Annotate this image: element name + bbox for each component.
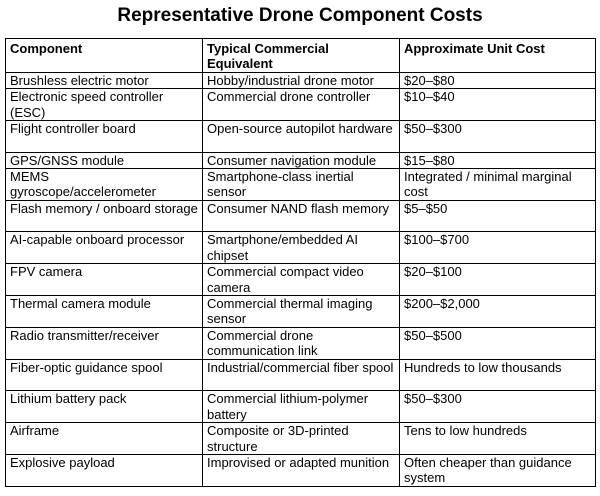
component-cell: Brushless electric motor [5, 71, 203, 90]
table-row: Radio transmitter/receiver Commercial dr… [5, 326, 596, 360]
table-row: Thermal camera module Commercial thermal… [5, 295, 596, 328]
equivalent-cell: Consumer navigation module [202, 151, 400, 170]
equivalent-cell: Improvised or adapted munition [202, 453, 400, 487]
equivalent-cell: Commercial drone controller [202, 88, 400, 122]
column-header-component: Component [5, 38, 203, 73]
component-cell: Flash memory / onboard storage [5, 199, 203, 233]
cost-cell: Integrated / minimal marginal cost [399, 168, 596, 201]
cost-cell: $20–$80 [399, 71, 596, 90]
component-cell: Explosive payload [5, 453, 203, 487]
table-row: Fiber-optic guidance spool Industrial/co… [5, 358, 596, 392]
table-row: FPV camera Commercial compact video came… [5, 263, 596, 297]
component-cell: AI-capable onboard processor [5, 231, 203, 265]
cost-cell: $15–$80 [399, 151, 596, 170]
equivalent-cell: Composite or 3D-printed structure [202, 422, 400, 455]
column-header-commercial-equivalent: Typical Commercial Equivalent [202, 38, 400, 73]
cost-cell: $50–$500 [399, 326, 596, 360]
component-cost-table: Component Typical Commercial Equivalent … [5, 38, 596, 487]
equivalent-cell: Open-source autopilot hardware [202, 120, 400, 153]
equivalent-cell: Smartphone/embedded AI chipset [202, 231, 400, 265]
equivalent-cell: Commercial compact video camera [202, 263, 400, 297]
component-cell: Lithium battery pack [5, 390, 203, 424]
component-cell: Radio transmitter/receiver [5, 326, 203, 360]
table-row: Electronic speed controller (ESC) Commer… [5, 88, 596, 122]
cost-cell: $20–$100 [399, 263, 596, 297]
cost-cell: Often cheaper than guidance system [399, 453, 596, 487]
component-cell: GPS/GNSS module [5, 151, 203, 170]
equivalent-cell: Consumer NAND flash memory [202, 199, 400, 233]
component-cell: Thermal camera module [5, 295, 203, 328]
component-cell: FPV camera [5, 263, 203, 297]
cost-cell: Tens to low hundreds [399, 422, 596, 455]
component-cell: Flight controller board [5, 120, 203, 153]
equivalent-cell: Industrial/commercial fiber spool [202, 358, 400, 392]
component-cell: Electronic speed controller (ESC) [5, 88, 203, 122]
equivalent-cell: Smartphone-class inertial sensor [202, 168, 400, 201]
equivalent-cell: Commercial thermal imaging sensor [202, 295, 400, 328]
cost-cell: $200–$2,000 [399, 295, 596, 328]
cost-cell: $100–$700 [399, 231, 596, 265]
table-row: Flight controller board Open-source auto… [5, 120, 596, 153]
table-row: Explosive payload Improvised or adapted … [5, 453, 596, 487]
cost-cell: $50–$300 [399, 390, 596, 424]
equivalent-cell: Commercial drone communication link [202, 326, 400, 360]
table-row: MEMS gyroscope/accelerometer Smartphone-… [5, 168, 596, 201]
cost-cell: Hundreds to low thousands [399, 358, 596, 392]
document-title: Representative Drone Component Costs [117, 5, 483, 26]
column-header-unit-cost: Approximate Unit Cost [399, 38, 596, 73]
component-cell: Airframe [5, 422, 203, 455]
cost-cell: $50–$300 [399, 120, 596, 153]
table-header-row: Component Typical Commercial Equivalent … [5, 38, 596, 73]
cost-cell: $10–$40 [399, 88, 596, 122]
table-row: Airframe Composite or 3D-printed structu… [5, 422, 596, 455]
equivalent-cell: Commercial lithium-polymer battery [202, 390, 400, 424]
table-row: Lithium battery pack Commercial lithium-… [5, 390, 596, 424]
table-row: AI-capable onboard processor Smartphone/… [5, 231, 596, 265]
table-row: GPS/GNSS module Consumer navigation modu… [5, 151, 596, 170]
component-cell: Fiber-optic guidance spool [5, 358, 203, 392]
cost-cell: $5–$50 [399, 199, 596, 233]
table-row: Flash memory / onboard storage Consumer … [5, 199, 596, 233]
component-cell: MEMS gyroscope/accelerometer [5, 168, 203, 201]
table-row: Brushless electric motor Hobby/industria… [5, 71, 596, 90]
equivalent-cell: Hobby/industrial drone motor [202, 71, 400, 90]
